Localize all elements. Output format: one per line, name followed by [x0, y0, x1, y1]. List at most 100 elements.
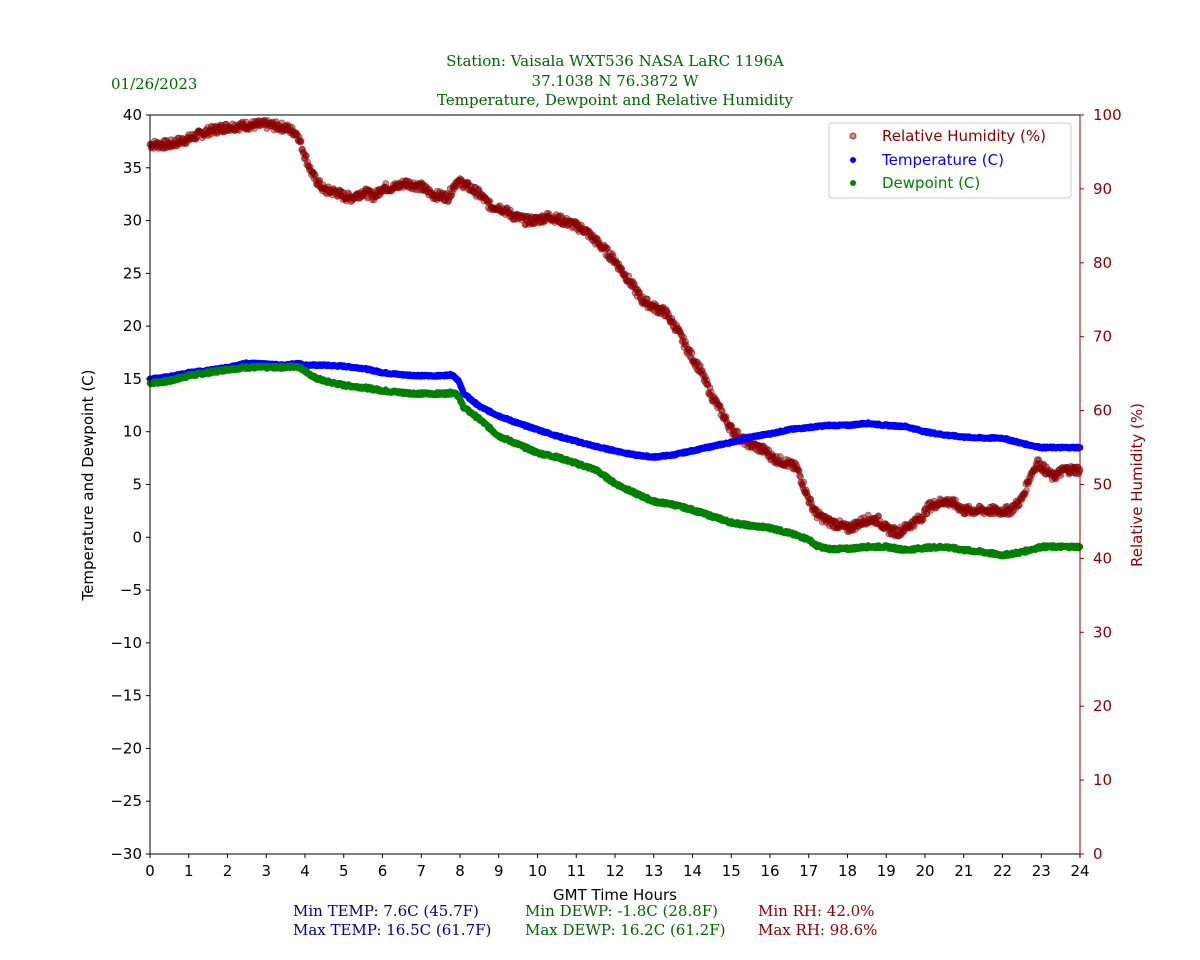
- y-axis-label: Temperature and Dewpoint (C): [79, 369, 97, 601]
- legend-marker-humidity: [849, 132, 857, 140]
- legend-marker-dewpoint: [850, 180, 856, 186]
- x-axis-ticks: 0 1 2 3 4 5 6 7 8 9 10 11 12 13 14 15 16 17 18 19 20 21 22 23 24: [145, 854, 1090, 880]
- humidity-point: [875, 512, 882, 520]
- humidity-point: [722, 413, 730, 421]
- y-tick-label: −5: [120, 581, 142, 599]
- humidity-point: [776, 453, 784, 460]
- stat-min-temp: Min TEMP: 7.6C (45.7F): [293, 902, 479, 920]
- humidity-point: [621, 270, 629, 278]
- y2-tick-label: 30: [1093, 623, 1112, 641]
- x-tick-label: 20: [915, 862, 934, 880]
- chart-title-line1: Station: Vaisala WXT536 NASA LaRC 1196A: [446, 52, 784, 70]
- humidity-point: [486, 197, 494, 205]
- humidity-point: [698, 367, 706, 375]
- chart-title-line3: Temperature, Dewpoint and Relative Humid…: [437, 91, 793, 109]
- y-tick-label: 30: [123, 212, 142, 230]
- y2-tick-label: 60: [1093, 402, 1112, 420]
- stat-min-dewp: Min DEWP: -1.8C (28.8F): [525, 902, 718, 920]
- series-temperature: [146, 359, 1084, 461]
- x-tick-label: 17: [799, 862, 818, 880]
- y-tick-label: 15: [123, 370, 142, 388]
- x-tick-label: 9: [494, 862, 504, 880]
- humidity-point: [704, 380, 712, 388]
- humidity-point: [1021, 490, 1029, 498]
- y-tick-label: 0: [132, 528, 142, 546]
- humidity-point: [1023, 487, 1030, 494]
- x-tick-label: 12: [605, 862, 624, 880]
- y-tick-label: −10: [110, 634, 142, 652]
- x-tick-label: 2: [223, 862, 233, 880]
- y-tick-label: −20: [110, 739, 142, 757]
- x-tick-label: 19: [877, 862, 896, 880]
- y-tick-label: −15: [110, 687, 142, 705]
- stat-max-dewp: Max DEWP: 16.2C (61.2F): [525, 921, 725, 939]
- humidity-point: [696, 362, 704, 370]
- y2-tick-label: 50: [1093, 476, 1112, 494]
- x-tick-label: 13: [644, 862, 663, 880]
- y2-tick-label: 70: [1093, 328, 1112, 346]
- y-tick-label: 25: [123, 264, 142, 282]
- y2-tick-label: 40: [1093, 549, 1112, 567]
- legend: Relative Humidity (%) Temperature (C) De…: [828, 122, 1072, 199]
- legend-marker-temperature: [850, 157, 856, 163]
- y-tick-label: 20: [123, 317, 142, 335]
- humidity-point: [797, 473, 804, 481]
- humidity-point: [302, 152, 310, 160]
- series-humidity: [146, 116, 1084, 540]
- y-axis-ticks: 40 35 30 25 20 15 10 5 0 −5 −10 −15 −20 −25 −30: [110, 106, 150, 863]
- humidity-point: [734, 427, 742, 435]
- y-tick-label: 35: [123, 159, 142, 177]
- humidity-point: [910, 523, 918, 530]
- y2-tick-label: 80: [1093, 254, 1112, 272]
- humidity-point: [316, 177, 324, 184]
- y-tick-label: 5: [132, 476, 142, 494]
- x-tick-label: 22: [993, 862, 1012, 880]
- y-tick-label: 10: [123, 423, 142, 441]
- legend-label-dewpoint: Dewpoint (C): [882, 174, 980, 192]
- series-dewpoint: [146, 362, 1084, 560]
- x-tick-label: 15: [722, 862, 741, 880]
- stat-min-rh: Min RH: 42.0%: [758, 902, 874, 920]
- x-tick-label: 16: [760, 862, 779, 880]
- x-tick-label: 21: [954, 862, 973, 880]
- y-tick-label: −25: [110, 792, 142, 810]
- date-label: 01/26/2023: [111, 75, 197, 93]
- legend-label-humidity: Relative Humidity (%): [882, 127, 1046, 145]
- y2-tick-label: 10: [1093, 771, 1112, 789]
- x-tick-label: 1: [184, 862, 194, 880]
- x-tick-label: 4: [300, 862, 310, 880]
- x-tick-label: 23: [1032, 862, 1051, 880]
- x-tick-label: 6: [378, 862, 388, 880]
- x-tick-label: 24: [1070, 862, 1089, 880]
- y2-tick-label: 20: [1093, 697, 1112, 715]
- x-tick-label: 0: [145, 862, 155, 880]
- x-tick-label: 7: [416, 862, 426, 880]
- stat-max-temp: Max TEMP: 16.5C (61.7F): [293, 921, 491, 939]
- y-tick-label: −30: [110, 845, 142, 863]
- y2-tick-label: 90: [1093, 180, 1112, 198]
- x-tick-label: 14: [683, 862, 702, 880]
- x-tick-label: 8: [455, 862, 465, 880]
- y-tick-label: 40: [123, 106, 142, 124]
- y2-tick-label: 100: [1093, 106, 1122, 124]
- y2-axis-label: Relative Humidity (%): [1128, 403, 1146, 567]
- legend-label-temperature: Temperature (C): [881, 151, 1004, 169]
- humidity-point: [1035, 456, 1043, 464]
- humidity-point: [688, 349, 696, 357]
- humidity-point: [297, 137, 305, 145]
- humidity-point: [1015, 501, 1023, 509]
- x-tick-label: 5: [339, 862, 349, 880]
- series-layer: [146, 116, 1084, 560]
- x-tick-label: 11: [567, 862, 586, 880]
- humidity-point: [800, 478, 807, 486]
- humidity-point: [382, 180, 390, 187]
- stat-max-rh: Max RH: 98.6%: [758, 921, 877, 939]
- x-tick-label: 3: [261, 862, 271, 880]
- humidity-point: [625, 272, 632, 280]
- x-tick-label: 18: [838, 862, 857, 880]
- chart-title-line2: 37.1038 N 76.3872 W: [532, 72, 699, 90]
- x-tick-label: 10: [528, 862, 547, 880]
- y2-tick-label: 0: [1093, 845, 1103, 863]
